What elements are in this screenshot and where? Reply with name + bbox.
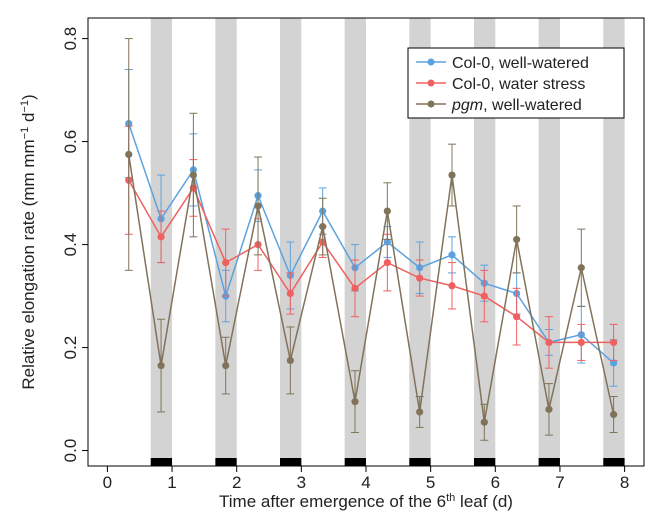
- data-point-s2-p6: [286, 289, 294, 298]
- data-point-s2-p4: [222, 258, 230, 267]
- night-band-4: [344, 18, 366, 458]
- data-point-s3-p2: [157, 361, 165, 370]
- data-point-s3-p1: [125, 150, 133, 159]
- data-point-s3-p3: [189, 171, 197, 179]
- x-axis-label-post: leaf (d): [455, 492, 513, 511]
- x-tick-label-0: 0: [103, 473, 112, 492]
- night-band-5: [409, 18, 431, 458]
- series-line-1: [128, 123, 615, 364]
- data-point-s3-p14: [545, 405, 553, 413]
- x-tick-label-1: 1: [167, 473, 176, 492]
- data-point-s2-p11: [448, 282, 456, 290]
- data-point-s3-p11: [448, 171, 456, 179]
- legend-swatch-marker-1: [427, 58, 435, 66]
- legend-label-pgm-italic: pgm: [451, 97, 483, 114]
- data-point-s2-p10: [416, 274, 424, 282]
- y-axis-label-sup2: −1: [19, 100, 31, 113]
- night-bar-4: [344, 458, 366, 466]
- x-tick-label-7: 7: [555, 473, 564, 492]
- x-tick-label-2: 2: [232, 473, 241, 492]
- data-point-s3-p10: [416, 408, 424, 416]
- y-tick-label-2: 0.4: [61, 233, 80, 257]
- data-point-s3-p6: [286, 356, 294, 365]
- night-bar-6: [473, 458, 496, 466]
- night-bar-8: [603, 458, 625, 466]
- y-axis-label-sup1: −1: [19, 127, 31, 140]
- night-band-8: [603, 18, 625, 458]
- night-band-3: [280, 18, 302, 458]
- x-tick-label-3: 3: [297, 473, 306, 492]
- series-line-2: [128, 179, 614, 344]
- night-bar-1: [150, 458, 173, 466]
- y-axis-label: Relative elongation rate (mm mm−1 d−1): [19, 94, 38, 389]
- x-axis-label-pre: Time after emergence of the 6: [219, 492, 446, 511]
- night-band-6: [473, 18, 496, 458]
- data-point-s2-p12: [480, 292, 488, 300]
- x-axis-label-sup: th: [446, 492, 455, 504]
- data-point-s3-p4: [222, 361, 230, 370]
- data-point-s2-p9: [383, 258, 391, 267]
- series-3: [124, 38, 618, 441]
- y-axis-label-pre: Relative elongation rate (mm mm: [19, 139, 38, 389]
- x-axis-label: Time after emergence of the 6th leaf (d): [219, 492, 513, 511]
- night-bar-5: [409, 458, 431, 466]
- data-point-s3-p7: [319, 222, 327, 231]
- x-tick-label-6: 6: [491, 473, 500, 492]
- legend-swatch-marker-2: [427, 79, 435, 87]
- night-bars: [150, 458, 625, 466]
- data-point-s2-p2: [157, 233, 165, 241]
- x-axis: 0 1 2 3 4 5 6 7 8: [103, 466, 629, 492]
- night-band-7: [538, 18, 560, 458]
- data-point-s3-p5: [254, 202, 262, 210]
- night-bar-2: [215, 458, 237, 466]
- y-axis: 0.0 0.2 0.4 0.6 0.8: [61, 27, 88, 463]
- data-point-s2-p13: [513, 313, 521, 321]
- x-tick-label-8: 8: [620, 473, 629, 492]
- night-bar-7: [538, 458, 560, 466]
- legend-label-col0-well-watered: Col-0, well-watered: [452, 55, 589, 72]
- legend: Col-0, well-watered Col-0, water stress …: [407, 47, 625, 119]
- x-tick-label-4: 4: [361, 473, 370, 492]
- data-point-s3-p9: [383, 207, 391, 215]
- data-point-s2-p14: [545, 338, 553, 347]
- data-point-s2-p16: [610, 338, 618, 347]
- x-tick-label-5: 5: [426, 473, 435, 492]
- data-point-s2-p15: [577, 338, 585, 347]
- legend-label-pgm-rest: , well-watered: [483, 97, 582, 114]
- data-point-s1-p16: [610, 359, 618, 367]
- y-axis-label-mid: d: [19, 113, 38, 127]
- night-bar-3: [280, 458, 302, 466]
- data-point-s1-p11: [448, 251, 456, 259]
- y-tick-label-0: 0.0: [61, 439, 80, 463]
- data-point-s3-p8: [351, 398, 359, 406]
- data-point-s3-p15: [577, 264, 585, 272]
- data-point-s2-p8: [351, 284, 359, 292]
- data-point-s3-p16: [610, 410, 618, 419]
- y-tick-label-1: 0.2: [61, 336, 80, 360]
- y-axis-label-post: ): [19, 94, 38, 100]
- series-line-3: [127, 154, 615, 423]
- legend-swatch-marker-3: [427, 100, 435, 108]
- night-bands: [150, 18, 625, 458]
- data-point-s3-p13: [513, 235, 521, 244]
- data-point-s3-p12: [480, 418, 488, 426]
- legend-label-pgm-well-watered: pgm, well-watered: [451, 97, 582, 114]
- series-layer: [124, 38, 618, 441]
- y-tick-label-4: 0.8: [61, 27, 80, 51]
- legend-label-col0-water-stress: Col-0, water stress: [452, 76, 585, 93]
- y-tick-label-3: 0.6: [61, 130, 80, 154]
